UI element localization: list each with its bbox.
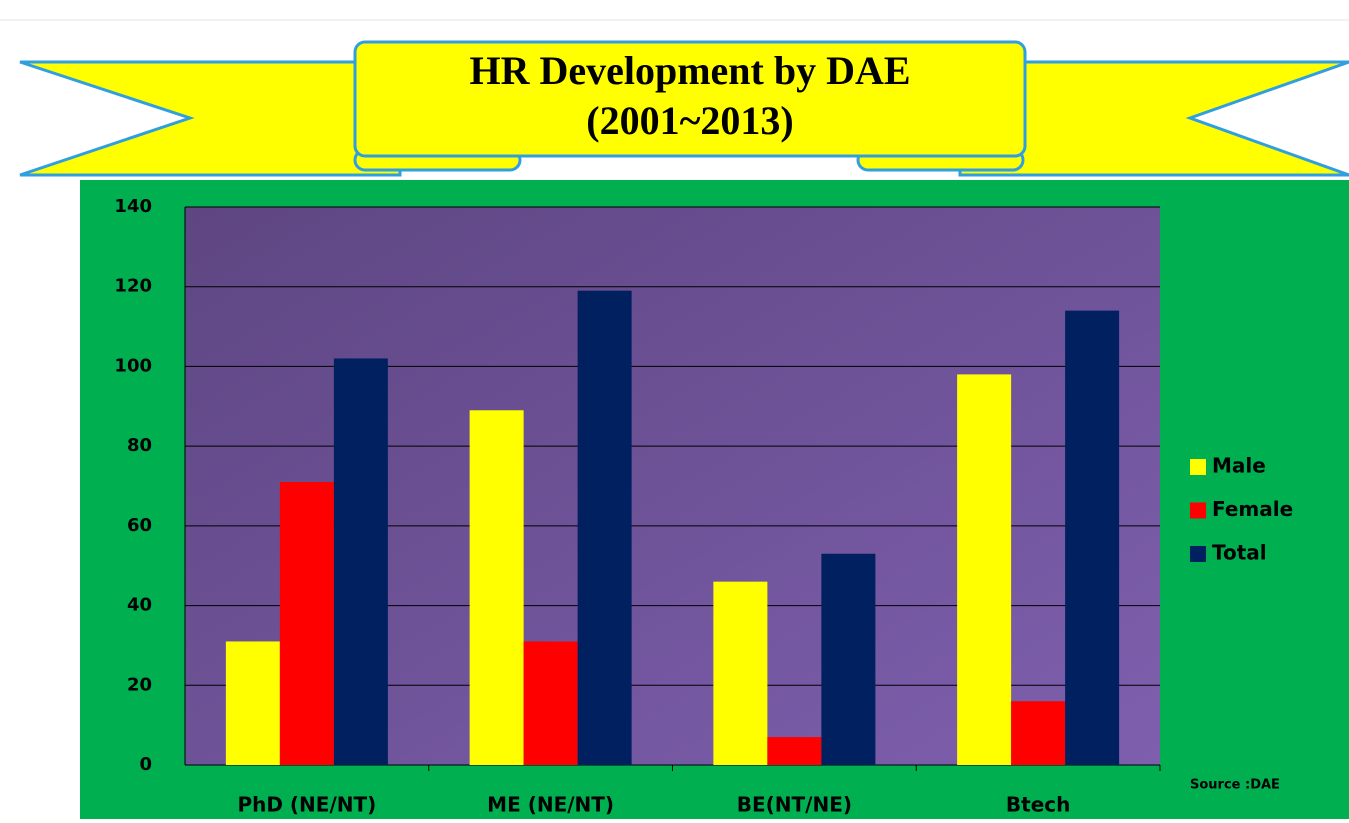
bar: [713, 581, 768, 765]
bar: [1065, 310, 1120, 765]
y-tick-label: 120: [114, 276, 152, 297]
chart-title: HR Development by DAE: [469, 48, 910, 93]
legend-label: Male: [1212, 454, 1266, 478]
chart-subtitle: (2001~2013): [586, 98, 793, 143]
y-tick-label: 20: [127, 674, 152, 695]
x-tick-label: BE(NT/NE): [737, 793, 852, 817]
x-tick-label: ME (NE/NT): [487, 793, 614, 817]
y-tick-label: 100: [114, 355, 152, 376]
y-tick-label: 40: [127, 595, 152, 616]
banner-center: [353, 40, 1027, 158]
banner-tail-left: [19, 60, 402, 177]
x-tick-label: PhD (NE/NT): [237, 793, 376, 817]
legend-swatch: [1190, 502, 1206, 519]
bar: [469, 410, 524, 765]
bar: [957, 374, 1012, 765]
legend-label: Female: [1212, 497, 1293, 521]
annotation: Source :DAE: [1190, 778, 1280, 793]
bar: [523, 641, 578, 765]
bar: [333, 358, 388, 765]
x-tick-label: Btech: [1006, 793, 1070, 817]
legend-label: Total: [1212, 541, 1267, 565]
bar: [279, 482, 334, 765]
bar: [577, 290, 632, 765]
y-tick-label: 140: [114, 196, 152, 217]
bar: [821, 553, 876, 765]
bar: [767, 737, 822, 765]
legend-swatch: [1190, 546, 1206, 562]
bar: [1011, 701, 1066, 765]
y-tick-label: 80: [127, 435, 152, 456]
legend-swatch: [1190, 459, 1206, 475]
y-tick-label: 0: [139, 754, 152, 775]
bar: [225, 641, 280, 765]
y-tick-label: 60: [127, 515, 152, 536]
